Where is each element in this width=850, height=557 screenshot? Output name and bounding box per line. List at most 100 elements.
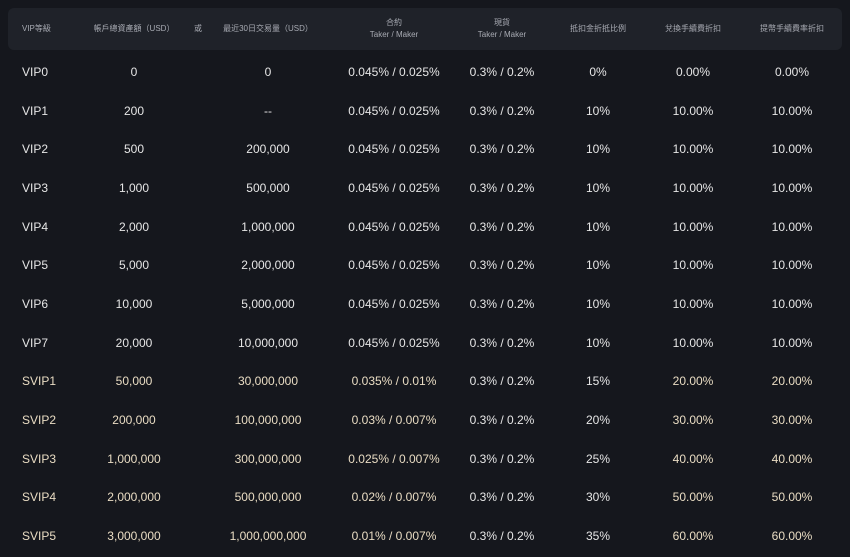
header-volume: 最近30日交易量（USD） bbox=[223, 24, 313, 33]
cell-volume: 100,000,000 bbox=[234, 413, 302, 428]
cell-deduction: 30% bbox=[585, 490, 611, 505]
table-row: VIP0 0 0 0.045% / 0.025% 0.3% / 0.2% 0% 0.00% 0… bbox=[0, 53, 850, 91]
cell-exchange: 60.00% bbox=[672, 529, 714, 544]
cell-assets: 1,000,000 bbox=[107, 451, 161, 466]
cell-spot: 0.3% / 0.2% bbox=[469, 413, 535, 428]
cell-level: VIP6 bbox=[22, 297, 49, 312]
cell-withdraw: 10.00% bbox=[771, 335, 813, 350]
cell-withdraw: 10.00% bbox=[771, 142, 813, 157]
cell-spot: 0.3% / 0.2% bbox=[469, 103, 535, 118]
header-spot-label: 現貨 bbox=[494, 18, 510, 27]
cell-exchange: 10.00% bbox=[672, 258, 714, 273]
cell-exchange: 10.00% bbox=[672, 103, 714, 118]
cell-withdraw: 50.00% bbox=[771, 490, 813, 505]
cell-futures: 0.045% / 0.025% bbox=[348, 297, 440, 312]
cell-assets: 3,000,000 bbox=[107, 529, 161, 544]
cell-volume: 300,000,000 bbox=[234, 451, 302, 466]
cell-withdraw: 10.00% bbox=[771, 103, 813, 118]
cell-level: SVIP2 bbox=[22, 413, 57, 428]
cell-futures: 0.045% / 0.025% bbox=[348, 219, 440, 234]
cell-assets: 2,000,000 bbox=[107, 490, 161, 505]
cell-spot: 0.3% / 0.2% bbox=[469, 258, 535, 273]
cell-withdraw: 10.00% bbox=[771, 181, 813, 195]
cell-assets: 0 bbox=[130, 65, 138, 79]
cell-spot: 0.3% / 0.2% bbox=[469, 219, 535, 234]
cell-volume: 1,000,000,000 bbox=[229, 529, 307, 544]
cell-exchange: 10.00% bbox=[672, 297, 714, 312]
cell-assets: 2,000 bbox=[118, 219, 150, 234]
cell-assets: 200 bbox=[123, 103, 145, 118]
cell-deduction: 15% bbox=[585, 374, 611, 389]
cell-withdraw: 40.00% bbox=[771, 451, 813, 466]
cell-spot: 0.3% / 0.2% bbox=[469, 335, 535, 350]
cell-volume: 200,000 bbox=[246, 142, 290, 157]
cell-futures: 0.045% / 0.025% bbox=[348, 258, 440, 273]
cell-volume: 2,000,000 bbox=[241, 258, 295, 273]
cell-withdraw: 60.00% bbox=[771, 529, 813, 544]
cell-assets: 50,000 bbox=[115, 374, 153, 389]
cell-deduction: 20% bbox=[585, 413, 611, 428]
cell-futures: 0.045% / 0.025% bbox=[348, 181, 440, 195]
cell-level: SVIP3 bbox=[22, 451, 57, 466]
table-row: VIP2 500 200,000 0.045% / 0.025% 0.3% / 0.2%… bbox=[0, 130, 850, 168]
header-spot: 現貨 Taker / Maker bbox=[478, 17, 526, 41]
header-withdraw: 提幣手續費率折扣 bbox=[760, 24, 824, 33]
cell-level: VIP3 bbox=[22, 181, 49, 195]
cell-futures: 0.035% / 0.01% bbox=[351, 374, 437, 389]
cell-withdraw: 30.00% bbox=[771, 413, 813, 428]
cell-level: VIP4 bbox=[22, 219, 49, 234]
cell-level: VIP0 bbox=[22, 65, 49, 79]
cell-deduction: 10% bbox=[585, 103, 611, 118]
cell-volume: -- bbox=[264, 103, 272, 118]
cell-deduction: 35% bbox=[585, 529, 611, 544]
header-futures-sub: Taker / Maker bbox=[369, 30, 419, 39]
cell-withdraw: 10.00% bbox=[771, 297, 813, 312]
cell-futures: 0.045% / 0.025% bbox=[348, 335, 440, 350]
table-row: SVIP1 50,000 30,000,000 0.035% / 0.01% 0.3% … bbox=[0, 362, 850, 400]
cell-exchange: 10.00% bbox=[672, 335, 714, 350]
cell-spot: 0.3% / 0.2% bbox=[469, 142, 535, 157]
header-assets: 帳戶總資產額（USD） bbox=[93, 24, 175, 33]
cell-assets: 500 bbox=[123, 142, 145, 157]
cell-futures: 0.01% / 0.007% bbox=[351, 529, 437, 544]
cell-exchange: 10.00% bbox=[672, 142, 714, 157]
cell-deduction: 0% bbox=[589, 65, 607, 79]
cell-exchange: 30.00% bbox=[672, 413, 714, 428]
table-row: SVIP3 1,000,000 300,000,000 0.025% / 0.007%… bbox=[0, 440, 850, 478]
cell-exchange: 10.00% bbox=[672, 181, 714, 195]
table-row: VIP5 5,000 2,000,000 0.045% / 0.025% 0.3% / … bbox=[0, 246, 850, 284]
cell-spot: 0.3% / 0.2% bbox=[469, 529, 535, 544]
cell-deduction: 25% bbox=[585, 451, 611, 466]
header-futures: 合約 Taker / Maker bbox=[370, 17, 418, 41]
cell-assets: 5,000 bbox=[118, 258, 150, 273]
cell-deduction: 10% bbox=[585, 142, 611, 157]
cell-deduction: 10% bbox=[585, 219, 611, 234]
cell-deduction: 10% bbox=[585, 297, 611, 312]
cell-volume: 500,000 bbox=[246, 181, 290, 195]
cell-deduction: 10% bbox=[585, 258, 611, 273]
cell-assets: 1,000 bbox=[118, 181, 150, 195]
cell-assets: 10,000 bbox=[115, 297, 153, 312]
header-or: 或 bbox=[194, 24, 202, 33]
cell-withdraw: 10.00% bbox=[771, 258, 813, 273]
table-row: VIP3 1,000 500,000 0.045% / 0.025% 0.3% / 0.… bbox=[0, 169, 850, 207]
cell-volume: 30,000,000 bbox=[237, 374, 299, 389]
cell-exchange: 20.00% bbox=[672, 374, 714, 389]
cell-volume: 5,000,000 bbox=[241, 297, 295, 312]
cell-futures: 0.03% / 0.007% bbox=[351, 413, 437, 428]
header-futures-label: 合約 bbox=[386, 18, 402, 27]
header-exchange: 兌換手續費折扣 bbox=[665, 24, 721, 33]
table-row: VIP6 10,000 5,000,000 0.045% / 0.025% 0.3% /… bbox=[0, 285, 850, 323]
cell-withdraw: 20.00% bbox=[771, 374, 813, 389]
header-level: VIP等級 bbox=[22, 24, 51, 33]
cell-futures: 0.025% / 0.007% bbox=[348, 451, 440, 466]
cell-assets: 20,000 bbox=[115, 335, 153, 350]
cell-spot: 0.3% / 0.2% bbox=[469, 181, 535, 195]
cell-futures: 0.02% / 0.007% bbox=[351, 490, 437, 505]
table-row: SVIP5 3,000,000 1,000,000,000 0.01% / 0.007… bbox=[0, 517, 850, 555]
table-header: VIP等級 帳戶總資產額（USD） 或 最近30日交易量（USD） 合約 Tak… bbox=[8, 8, 842, 50]
cell-withdraw: 10.00% bbox=[771, 219, 813, 234]
cell-level: SVIP5 bbox=[22, 529, 57, 544]
cell-withdraw: 0.00% bbox=[774, 65, 810, 79]
cell-level: VIP7 bbox=[22, 335, 49, 350]
